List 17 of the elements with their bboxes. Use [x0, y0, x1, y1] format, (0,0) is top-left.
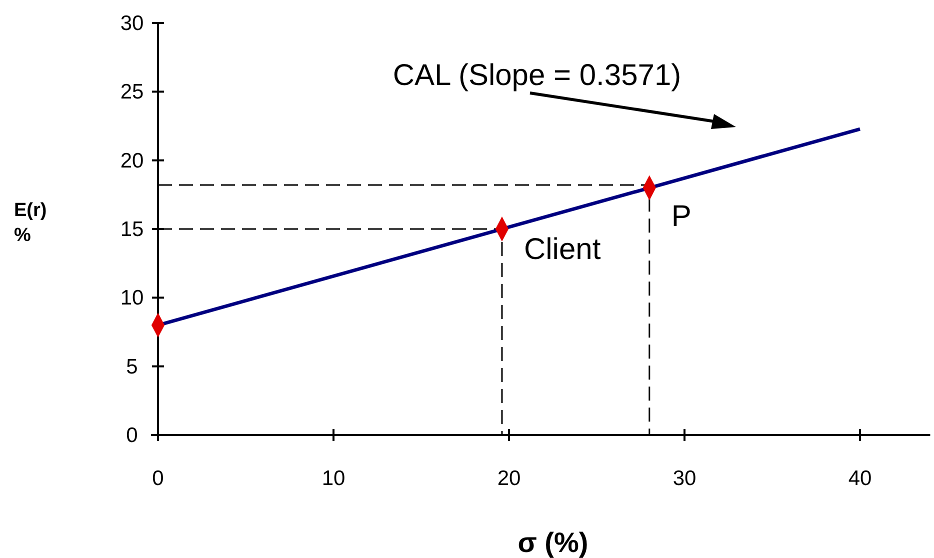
- x-tick-label: 20: [497, 467, 521, 490]
- annotation: P: [671, 200, 692, 233]
- annotation: Client: [524, 233, 602, 266]
- y-tick-label: 20: [120, 149, 144, 172]
- y-tick-label: 15: [120, 218, 144, 242]
- annotation: CAL (Slope = 0.3571): [392, 59, 682, 92]
- x-tick-label: 0: [152, 467, 164, 490]
- x-tick-label: 40: [848, 467, 872, 490]
- y-tick-label: 0: [126, 424, 138, 447]
- x-tick-label: 30: [672, 467, 696, 490]
- y-tick-label: 30: [120, 12, 144, 36]
- y-tick-label: 10: [120, 286, 144, 310]
- x-axis-title: σ (%): [518, 527, 588, 558]
- y-tick-label: 5: [126, 355, 138, 378]
- x-tick-label: 10: [322, 467, 346, 490]
- y-axis-title: E(r) %: [14, 200, 47, 246]
- y-tick-label: 25: [120, 80, 144, 104]
